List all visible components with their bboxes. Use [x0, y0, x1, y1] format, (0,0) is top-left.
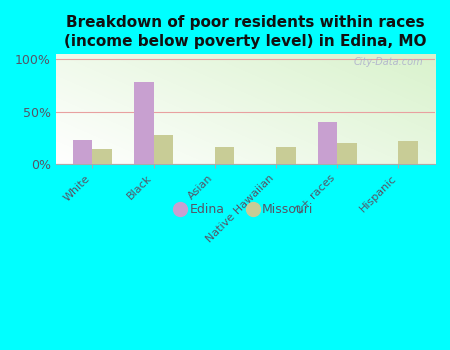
Bar: [276, 147, 296, 164]
Text: City-Data.com: City-Data.com: [354, 57, 423, 67]
Bar: [73, 140, 92, 164]
Bar: [134, 82, 153, 164]
Title: Breakdown of poor residents within races
(income below poverty level) in Edina, : Breakdown of poor residents within races…: [64, 15, 427, 49]
Bar: [92, 149, 112, 164]
Bar: [318, 122, 337, 164]
Bar: [153, 135, 173, 164]
Bar: [337, 143, 357, 164]
Bar: [398, 141, 418, 164]
Legend: Edina, Missouri: Edina, Missouri: [172, 198, 319, 222]
Bar: [215, 147, 234, 164]
